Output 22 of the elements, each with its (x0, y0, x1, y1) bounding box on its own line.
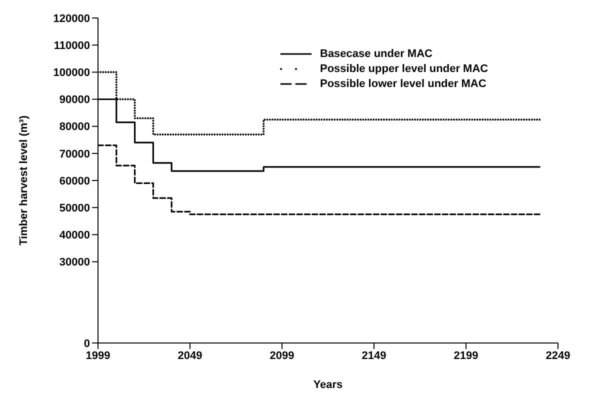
x-tick-label: 2099 (270, 350, 294, 362)
y-tick-label: 30000 (59, 256, 90, 269)
y-tick-label: 110000 (54, 40, 90, 52)
x-tick-label: 2199 (454, 350, 478, 362)
legend-label: Possible upper level under MAC (320, 62, 488, 74)
y-tick-label: 50000 (59, 202, 90, 214)
y-tick-label: 70000 (59, 148, 90, 160)
x-tick-label: 2249 (546, 350, 570, 362)
y-axis-title: Timber harvest level (m³) (18, 115, 30, 246)
y-tick-label: 100000 (53, 67, 90, 80)
x-tick-label: 2149 (362, 350, 386, 362)
y-tick-label: 120000 (53, 12, 90, 25)
y-tick-label: 40000 (59, 230, 90, 242)
y-tick-label: 80000 (59, 121, 90, 134)
x-tick-label: 1999 (86, 350, 110, 362)
y-tick-label: 60000 (59, 175, 90, 188)
legend-label: Possible lower level under MAC (320, 78, 486, 90)
y-tick-label: 0 (84, 338, 90, 350)
x-axis-title: Years (313, 379, 343, 391)
legend-label: Basecase under MAC (320, 48, 432, 60)
y-tick-label: 90000 (59, 94, 90, 106)
x-tick-label: 2049 (178, 350, 202, 362)
